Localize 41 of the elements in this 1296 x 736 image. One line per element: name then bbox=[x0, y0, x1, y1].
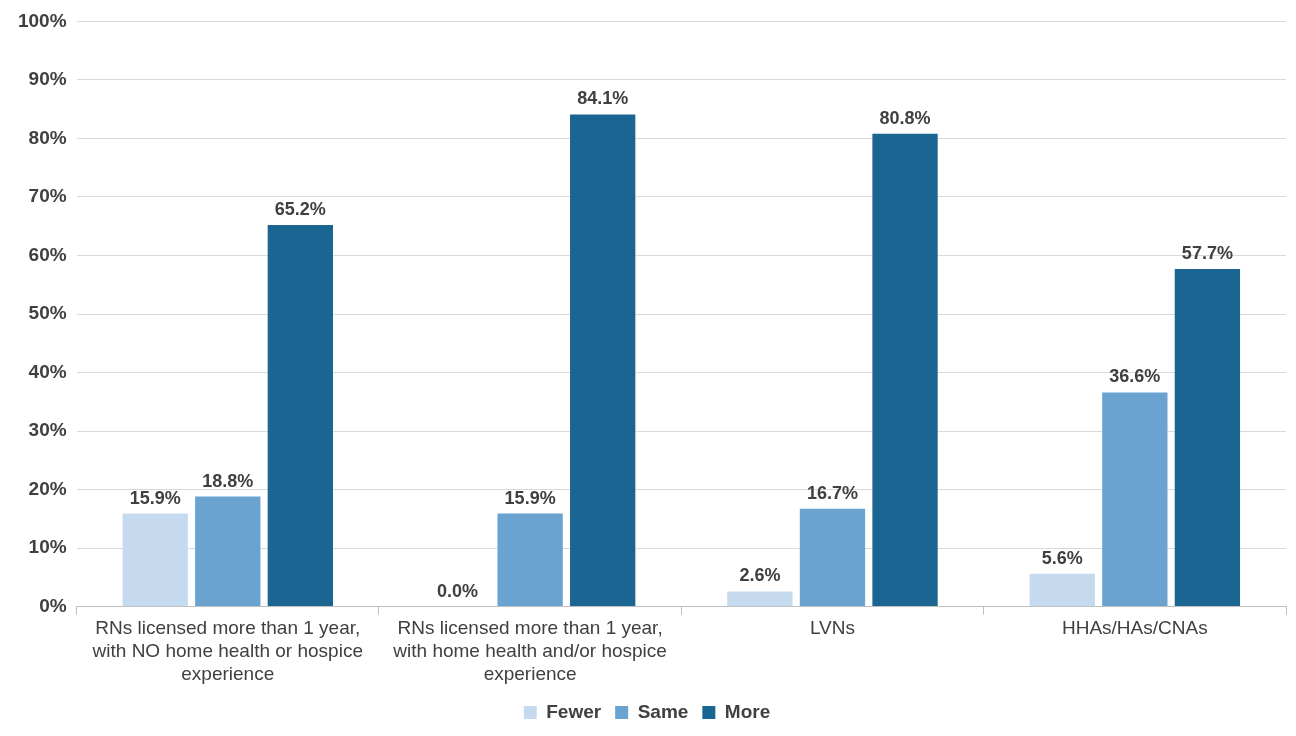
bar bbox=[195, 496, 261, 607]
text: 2.6% bbox=[739, 565, 781, 586]
bar bbox=[570, 114, 636, 607]
y-tick-label: 10% bbox=[28, 536, 67, 558]
legend-label: More bbox=[724, 700, 771, 722]
y-tick-label: 70% bbox=[28, 185, 67, 207]
x-tick-label: RNs licensed more than 1 year, with home health and/or hospice experience bbox=[392, 617, 667, 684]
bar bbox=[1174, 268, 1241, 607]
y-tick-label: 50% bbox=[28, 302, 67, 324]
x-tick-label: RNs licensed more than 1 year, with NO home health or hospice experience bbox=[91, 617, 363, 684]
bar bbox=[122, 513, 188, 607]
text: 18.8% bbox=[202, 470, 254, 491]
bar bbox=[497, 513, 563, 607]
text: 0.0% bbox=[437, 580, 479, 601]
y-tick-label: 100% bbox=[17, 9, 67, 31]
legend-label: Fewer bbox=[546, 700, 602, 722]
text: 16.7% bbox=[806, 482, 858, 503]
bar bbox=[872, 133, 938, 607]
y-tick-label: 90% bbox=[28, 68, 67, 90]
text: 57.7% bbox=[1181, 242, 1233, 263]
bar bbox=[267, 225, 333, 607]
text: 65.2% bbox=[274, 199, 326, 220]
text: 15.9% bbox=[129, 487, 181, 508]
text: 80.8% bbox=[879, 107, 931, 128]
y-tick-label: 60% bbox=[28, 243, 67, 265]
bar bbox=[799, 508, 866, 607]
text: 84.1% bbox=[577, 88, 629, 109]
text: 15.9% bbox=[504, 487, 556, 508]
text: 5.6% bbox=[1041, 547, 1083, 568]
y-tick-label: 20% bbox=[28, 477, 67, 499]
text: 36.6% bbox=[1109, 366, 1161, 387]
bar bbox=[1029, 573, 1095, 607]
bar bbox=[727, 591, 793, 607]
y-tick-label: 30% bbox=[28, 419, 67, 441]
y-tick-label: 40% bbox=[28, 360, 67, 382]
y-tick-label: 80% bbox=[28, 126, 67, 148]
x-tick-label: HHAs/HAs/CNAs bbox=[1061, 617, 1208, 639]
x-tick-label: LVNs bbox=[809, 617, 855, 639]
y-tick-label: 0% bbox=[39, 594, 67, 616]
legend-label: Same bbox=[637, 700, 689, 722]
bar bbox=[1102, 392, 1168, 607]
